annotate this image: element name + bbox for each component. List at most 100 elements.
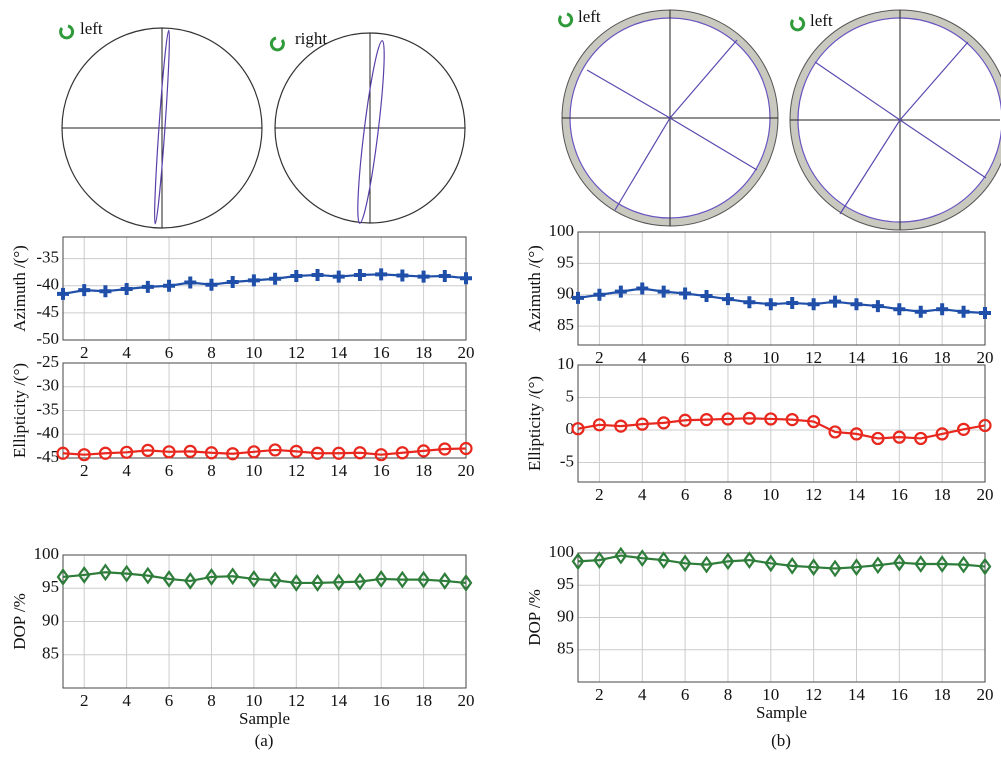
x-tick-label: 2 — [595, 348, 604, 367]
x-tick-label: 10 — [762, 685, 779, 704]
y-tick-label: -45 — [36, 302, 59, 321]
caption: (b) — [771, 731, 791, 750]
x-tick-label: 14 — [848, 485, 866, 504]
x-tick-label: 8 — [207, 691, 216, 710]
y-tick-label: -45 — [36, 447, 59, 466]
x-tick-label: 18 — [415, 691, 432, 710]
x-tick-label: 14 — [848, 685, 866, 704]
x-tick-label: 16 — [891, 348, 908, 367]
x-tick-label: 20 — [977, 685, 994, 704]
x-tick-label: 16 — [373, 461, 390, 480]
y-tick-label: 100 — [549, 221, 575, 240]
x-tick-label: 8 — [724, 685, 733, 704]
y-tick-label: 90 — [42, 610, 59, 629]
x-tick-label: 14 — [330, 461, 348, 480]
ellipse-label: left — [80, 19, 103, 38]
x-tick-label: 2 — [80, 691, 89, 710]
x-tick-label: 20 — [977, 485, 994, 504]
y-tick-label: 90 — [557, 606, 574, 625]
x-tick-label: 6 — [681, 348, 690, 367]
caption: (a) — [255, 731, 274, 750]
x-tick-label: 4 — [638, 685, 647, 704]
x-tick-label: 12 — [288, 691, 305, 710]
ellipse-label: left — [578, 7, 601, 26]
x-tick-label: 8 — [207, 343, 216, 362]
x-tick-label: 16 — [891, 485, 908, 504]
x-tick-label: 18 — [934, 485, 951, 504]
y-axis-label: Azimuth /(°) — [525, 245, 544, 332]
x-tick-label: 16 — [891, 685, 908, 704]
x-tick-label: 6 — [165, 343, 174, 362]
x-tick-label: 6 — [681, 485, 690, 504]
y-axis-label: Ellipticity /(°) — [525, 376, 544, 471]
y-tick-label: -40 — [36, 275, 59, 294]
x-tick-label: 12 — [805, 685, 822, 704]
ellipse-diagram — [62, 28, 465, 228]
y-axis-label: Ellipticity /(°) — [10, 363, 29, 458]
x-tick-label: 20 — [977, 348, 994, 367]
x-tick-label: 4 — [122, 691, 131, 710]
y-tick-label: 95 — [42, 577, 59, 596]
x-tick-label: 20 — [458, 691, 475, 710]
x-tick-label: 20 — [458, 461, 475, 480]
y-tick-label: -35 — [36, 399, 59, 418]
x-axis-label: Sample — [239, 709, 290, 728]
y-tick-label: -40 — [36, 423, 59, 442]
y-tick-label: -5 — [560, 451, 574, 470]
x-tick-label: 8 — [724, 348, 733, 367]
y-axis-label: DOP /% — [525, 589, 544, 646]
x-tick-label: 2 — [80, 343, 89, 362]
x-tick-label: 14 — [848, 348, 866, 367]
y-tick-label: 100 — [34, 544, 60, 563]
y-tick-label: 100 — [549, 542, 575, 561]
y-axis-label: Azimuth /(°) — [10, 245, 29, 332]
x-tick-label: 4 — [638, 485, 647, 504]
y-tick-label: 10 — [557, 354, 574, 373]
y-tick-label: 5 — [566, 386, 575, 405]
x-tick-label: 12 — [805, 485, 822, 504]
y-tick-label: -30 — [36, 376, 59, 395]
x-tick-label: 8 — [207, 461, 216, 480]
ellipse-label: right — [295, 29, 327, 48]
x-tick-label: 4 — [122, 343, 131, 362]
x-tick-label: 12 — [288, 461, 305, 480]
x-tick-label: 16 — [373, 343, 390, 362]
y-tick-label: 85 — [557, 315, 574, 334]
x-tick-label: 2 — [595, 485, 604, 504]
x-tick-label: 4 — [122, 461, 131, 480]
x-tick-label: 14 — [330, 343, 348, 362]
x-tick-label: 10 — [245, 343, 262, 362]
x-tick-label: 10 — [762, 485, 779, 504]
x-tick-label: 10 — [245, 691, 262, 710]
y-tick-label: -25 — [36, 352, 59, 371]
x-tick-label: 12 — [288, 343, 305, 362]
y-tick-label: -50 — [36, 329, 59, 348]
x-tick-label: 6 — [681, 685, 690, 704]
x-tick-label: 14 — [330, 691, 348, 710]
y-tick-label: 90 — [557, 284, 574, 303]
x-tick-label: 2 — [595, 685, 604, 704]
x-axis-label: Sample — [756, 703, 807, 722]
x-tick-label: 6 — [165, 691, 174, 710]
x-tick-label: 20 — [458, 343, 475, 362]
x-tick-label: 18 — [415, 461, 432, 480]
x-tick-label: 12 — [805, 348, 822, 367]
x-tick-label: 6 — [165, 461, 174, 480]
figure: left right left left (a) (b) 2 4 6 8 10 12 14 1… — [0, 0, 1001, 758]
x-tick-label: 18 — [415, 343, 432, 362]
x-tick-label: 18 — [934, 685, 951, 704]
x-tick-label: 4 — [638, 348, 647, 367]
x-tick-label: 2 — [80, 461, 89, 480]
ellipse-diagram — [562, 10, 1001, 230]
x-tick-label: 16 — [373, 691, 390, 710]
y-tick-label: 95 — [557, 574, 574, 593]
y-tick-label: 95 — [557, 252, 574, 271]
x-tick-label: 18 — [934, 348, 951, 367]
y-tick-label: 85 — [557, 639, 574, 658]
y-tick-label: -35 — [36, 248, 59, 267]
x-tick-label: 8 — [724, 485, 733, 504]
y-axis-label: DOP /% — [10, 593, 29, 650]
x-tick-label: 10 — [762, 348, 779, 367]
y-tick-label: 85 — [42, 644, 59, 663]
ellipse-label: left — [810, 11, 833, 30]
